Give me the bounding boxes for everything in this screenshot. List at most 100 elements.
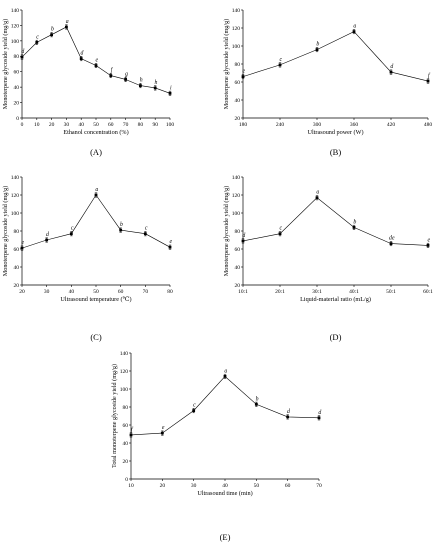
data-point <box>315 196 319 200</box>
x-tick-label: 420 <box>387 122 396 128</box>
y-tick-label: 40 <box>123 441 129 447</box>
y-tick-label: 100 <box>232 44 241 50</box>
significance-label: b <box>353 219 356 225</box>
x-tick-label: 240 <box>276 122 285 128</box>
x-tick-label: 70 <box>143 289 149 295</box>
y-tick-label: 120 <box>232 26 241 32</box>
data-point <box>317 416 321 420</box>
x-tick-label: 60 <box>285 483 291 489</box>
x-tick-label: 100 <box>166 122 175 128</box>
data-point <box>286 415 290 419</box>
significance-label: e <box>243 69 246 75</box>
significance-label: a <box>66 19 69 25</box>
x-tick-label: 80 <box>167 289 173 295</box>
x-tick-label: 30 <box>191 483 197 489</box>
data-point <box>241 239 245 243</box>
y-axis-label: Monoterpene glycoside yield (mg/g) <box>2 186 9 277</box>
y-tick-label: 60 <box>123 423 129 429</box>
data-point <box>168 245 172 249</box>
x-axis-label: Ultrasound time (min) <box>197 490 252 497</box>
data-point <box>119 228 123 232</box>
chart-panel-b: 20 40 60 80 100 120 140 180 240 300 360 420 480 Ultra… <box>223 8 432 157</box>
significance-label: b <box>120 222 123 228</box>
x-tick-label: 50 <box>254 483 260 489</box>
data-point <box>79 57 83 60</box>
significance-label: g <box>125 71 128 77</box>
significance-label: a <box>95 187 98 193</box>
data-point <box>153 86 157 90</box>
data-point <box>139 84 142 87</box>
series-line <box>21 194 171 249</box>
y-tick-label: 40 <box>235 265 241 271</box>
data-point <box>160 431 164 435</box>
y-axis-label: Monoterpene glycoside yield (mg/g) <box>223 19 230 110</box>
y-tick-label: 140 <box>232 175 241 181</box>
significance-label: h <box>155 80 158 86</box>
y-tick-label: 40 <box>235 98 241 104</box>
y-tick-label: 40 <box>14 265 20 271</box>
data-point <box>352 226 356 229</box>
y-axis-label: Monoterpene glycoside yield (mg/g) <box>2 19 9 110</box>
data-point <box>35 41 39 44</box>
y-tick-label: 120 <box>120 369 129 375</box>
x-tick-label: 10:1 <box>238 289 248 295</box>
x-axis-label: Liquid-material ratio (mL/g) <box>300 296 371 303</box>
y-tick-label: 0 <box>125 477 128 483</box>
series-line <box>130 375 320 436</box>
y-tick-label: 20 <box>14 283 20 289</box>
data-point <box>168 91 172 95</box>
y-tick-label: 80 <box>235 62 241 68</box>
significance-label: a <box>224 368 227 374</box>
significance-label: f <box>131 426 134 433</box>
significance-label: d <box>390 64 393 70</box>
significance-label: c <box>280 57 283 63</box>
y-tick-label: 100 <box>232 211 241 217</box>
y-tick-label: 80 <box>123 405 129 411</box>
data-point <box>69 232 73 236</box>
significance-label: d <box>242 233 245 239</box>
data-point <box>352 30 356 33</box>
data-point <box>389 70 393 74</box>
x-tick-label: 300 <box>313 122 322 128</box>
significance-label: c <box>193 403 196 409</box>
significance-label: de <box>389 236 395 242</box>
panel-label: (B) <box>330 147 342 157</box>
significance-label: b <box>316 42 319 48</box>
significance-label: f <box>111 67 114 74</box>
y-tick-label: 20 <box>235 283 241 289</box>
series-line <box>242 197 429 246</box>
data-point <box>20 246 24 250</box>
x-tick-label: 30 <box>64 122 70 128</box>
data-point <box>94 64 98 67</box>
y-tick-label: 40 <box>14 85 20 91</box>
significance-label: h <box>140 78 143 84</box>
series-line <box>242 31 429 82</box>
significance-label: d <box>318 410 321 416</box>
y-tick-label: 140 <box>11 175 20 181</box>
significance-label: c <box>145 226 148 232</box>
panel-label: (E) <box>220 532 231 542</box>
x-tick-label: 30:1 <box>312 289 322 295</box>
significance-label: i <box>170 85 172 91</box>
significance-label: e <box>170 239 173 245</box>
x-tick-label: 40 <box>69 289 75 295</box>
x-axis-label: Ultrasound power (W) <box>307 129 363 136</box>
x-tick-label: 40:1 <box>349 289 359 295</box>
y-axis-label: Total monoterpene glycoside yield (mg/g) <box>111 364 118 468</box>
significance-label: e <box>428 237 431 243</box>
y-tick-label: 120 <box>11 23 20 29</box>
y-tick-label: 100 <box>11 39 20 45</box>
x-tick-label: 50 <box>93 289 99 295</box>
data-point <box>426 244 430 247</box>
y-tick-label: 140 <box>11 8 20 14</box>
significance-label: a <box>316 190 319 196</box>
y-tick-label: 100 <box>11 211 20 217</box>
data-point <box>389 242 393 245</box>
x-tick-label: 480 <box>424 122 433 128</box>
chart-panel-d: 20 40 60 80 100 120 140 10:1 20:1 30:1 40:1 50:1 60:… <box>223 175 433 342</box>
significance-label: c <box>280 226 283 232</box>
y-axis-label: Monoterpene glycoside yield (mg/g) <box>223 186 230 277</box>
significance-label: d <box>21 49 24 55</box>
panel-label: (C) <box>90 332 102 342</box>
